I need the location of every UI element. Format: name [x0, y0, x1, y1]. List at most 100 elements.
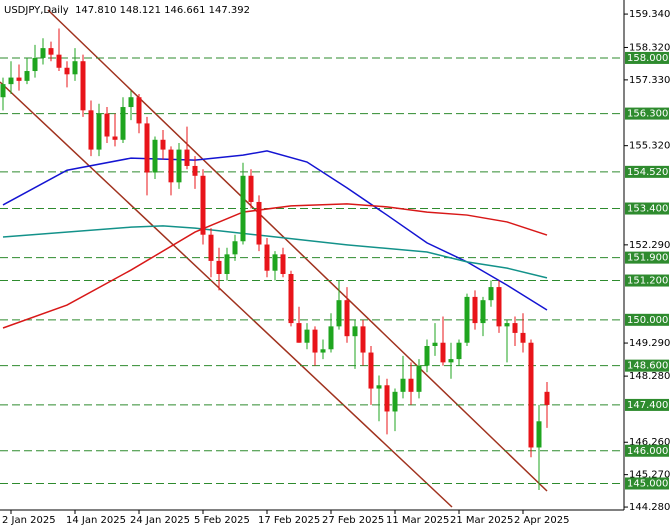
candle-body	[504, 323, 510, 327]
level-box	[625, 251, 669, 264]
candle-body	[88, 110, 94, 150]
x-tick-label: 2 Apr 2025	[514, 515, 569, 526]
level-box	[625, 165, 669, 178]
candle-body	[240, 175, 246, 242]
candle-body	[360, 326, 366, 353]
candle-body	[0, 84, 6, 98]
moving-average	[2, 225, 548, 279]
candle-body	[528, 342, 534, 448]
x-tick-label: 24 Jan 2025	[130, 515, 190, 526]
candle-body	[464, 296, 470, 343]
candle-body	[264, 244, 270, 271]
candle-body	[200, 175, 206, 235]
channel-lower	[0, 81, 453, 508]
candle-body	[304, 329, 310, 343]
y-tick-label: 159.340	[629, 9, 670, 20]
level-label: 146.000	[627, 446, 668, 457]
candle-body	[216, 260, 222, 274]
level-label: 153.400	[627, 204, 668, 215]
y-tick-label: 144.280	[629, 502, 670, 513]
candle-body	[456, 342, 462, 360]
candle-body	[160, 139, 166, 150]
level-label: 148.600	[627, 361, 668, 372]
y-tick-label: 152.290	[629, 240, 670, 251]
level-label: 158.000	[627, 53, 668, 64]
candle-body	[336, 300, 342, 327]
candle-body	[16, 77, 22, 81]
candle-body	[344, 300, 350, 337]
candle-body	[80, 61, 86, 111]
y-tick-label: 146.260	[629, 437, 670, 448]
level-label: 154.520	[627, 167, 668, 178]
candle-body	[104, 113, 110, 137]
candle-body	[312, 329, 318, 353]
x-tick-label: 27 Feb 2025	[322, 515, 384, 526]
level-label: 156.300	[627, 109, 668, 120]
candle-body	[544, 391, 550, 405]
candle-body	[376, 385, 382, 389]
candle-body	[448, 359, 454, 363]
candle-body	[96, 113, 102, 150]
candle-body	[8, 77, 14, 85]
level-box	[625, 398, 669, 411]
candle-body	[136, 97, 142, 124]
candle-body	[472, 296, 478, 324]
x-tick-label: 17 Feb 2025	[258, 515, 320, 526]
candle-body	[296, 323, 302, 343]
candle-body	[128, 97, 134, 108]
level-label: 145.000	[627, 478, 668, 489]
candle-body	[152, 139, 158, 173]
candle-body	[288, 273, 294, 324]
candle-body	[112, 136, 118, 140]
candle-body	[120, 107, 126, 140]
candle-body	[248, 175, 254, 202]
candle-body	[512, 323, 518, 333]
candle-body	[32, 57, 38, 72]
candle-body	[208, 234, 214, 261]
x-tick-label: 5 Feb 2025	[194, 515, 250, 526]
candle-body	[424, 346, 430, 366]
candle-body	[368, 352, 374, 389]
candle-body	[384, 385, 390, 412]
y-tick-label: 148.280	[629, 371, 670, 382]
candle-body	[232, 241, 238, 255]
level-box	[625, 359, 669, 372]
level-box	[625, 202, 669, 215]
candle-body	[192, 165, 198, 176]
y-tick-label: 145.270	[629, 470, 670, 481]
y-tick-label: 158.320	[629, 42, 670, 53]
candle-body	[272, 254, 278, 271]
candle-body	[168, 149, 174, 183]
candle-body	[496, 287, 502, 327]
candle-body	[176, 149, 182, 183]
level-label: 151.200	[627, 276, 668, 287]
candle-body	[520, 332, 526, 343]
candle-body	[24, 71, 30, 81]
level-box	[625, 274, 669, 287]
candle-body	[320, 349, 326, 353]
level-box	[625, 107, 669, 120]
chart-title: USDJPY,Daily 147.810 148.121 146.661 147…	[4, 5, 250, 16]
candle-body	[408, 378, 414, 392]
level-label: 147.400	[627, 400, 668, 411]
candle-body	[280, 254, 286, 274]
candle-body	[56, 54, 62, 68]
candle-body	[48, 48, 54, 55]
x-tick-label: 11 Mar 2025	[386, 515, 449, 526]
level-box	[625, 477, 669, 490]
candle-body	[256, 201, 262, 245]
candle-body	[72, 61, 78, 75]
x-tick-label: 2 Jan 2025	[2, 515, 56, 526]
y-tick-label: 157.330	[629, 75, 670, 86]
y-tick-label: 149.290	[629, 338, 670, 349]
candle-body	[184, 149, 190, 166]
candle-body	[224, 254, 230, 274]
x-tick-label: 21 Mar 2025	[450, 515, 513, 526]
candle-body	[480, 300, 486, 324]
channel-upper	[47, 9, 548, 492]
candle-body	[400, 378, 406, 392]
candle-body	[488, 287, 494, 301]
moving-average	[2, 203, 548, 329]
